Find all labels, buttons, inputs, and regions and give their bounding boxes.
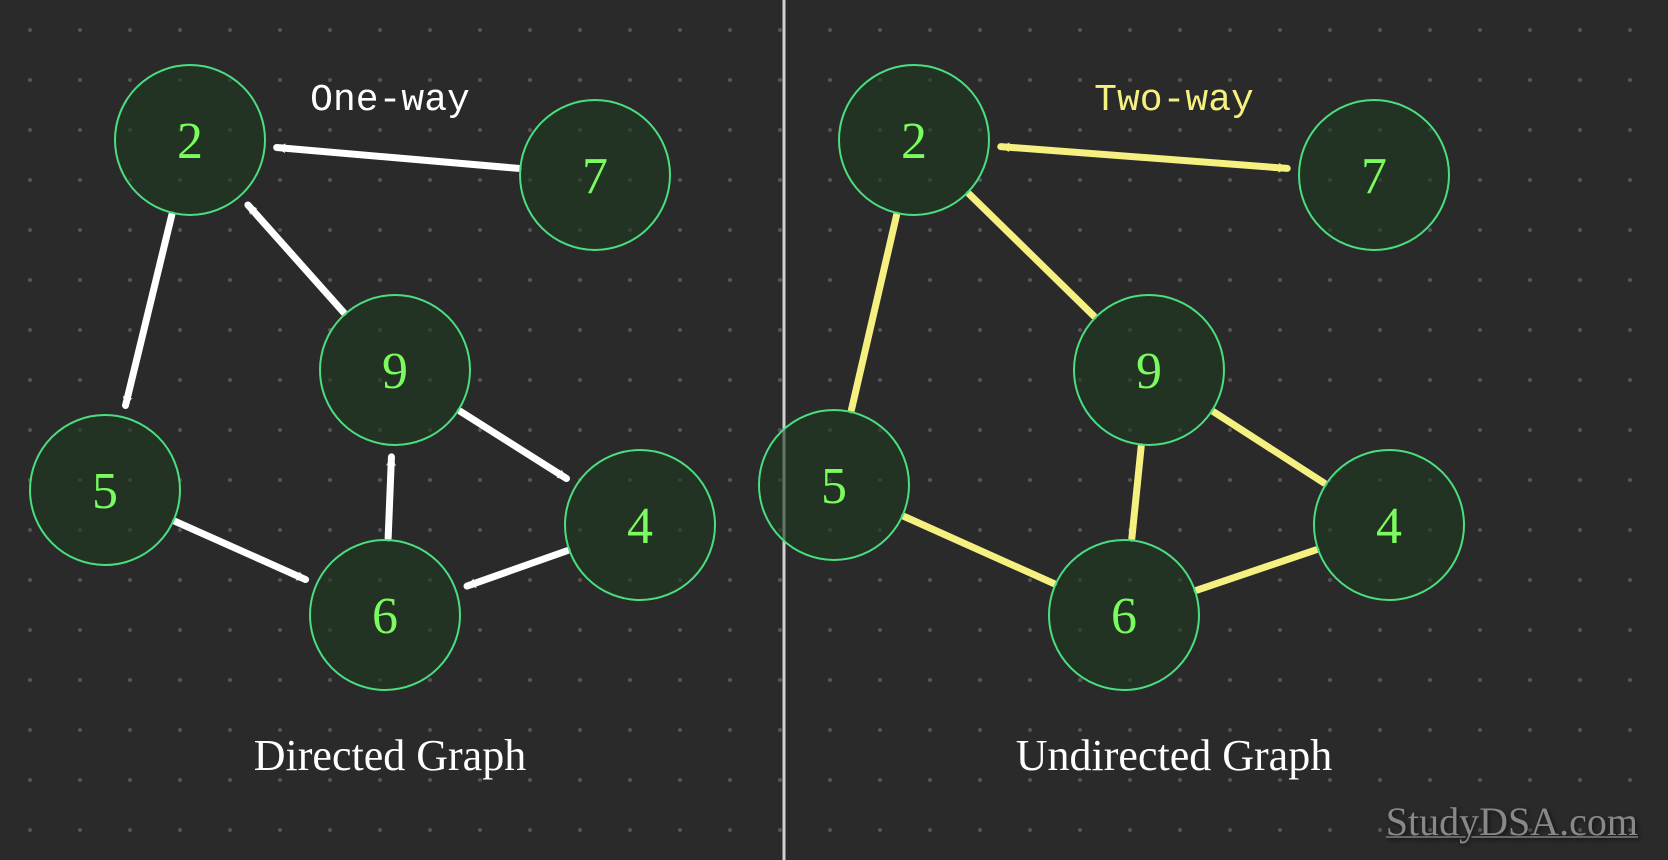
diagram-container: 2 7 9 5 4 6 One-way Directed Graph 2 7 9 5 4 6 Two-way… xyxy=(0,0,1668,860)
svg-text:4: 4 xyxy=(1376,498,1402,555)
diagram-svg: 2 7 9 5 4 6 One-way Directed Graph 2 7 9 5 4 6 Two-way… xyxy=(0,0,1668,860)
svg-text:7: 7 xyxy=(1361,148,1387,205)
svg-text:Undirected Graph: Undirected Graph xyxy=(1016,731,1332,780)
svg-text:9: 9 xyxy=(382,343,408,400)
svg-text:Directed Graph: Directed Graph xyxy=(254,731,526,780)
svg-text:7: 7 xyxy=(582,148,608,205)
svg-text:6: 6 xyxy=(1111,588,1137,645)
svg-text:2: 2 xyxy=(177,113,203,170)
svg-text:Two-way: Two-way xyxy=(1094,79,1254,122)
svg-text:2: 2 xyxy=(901,113,927,170)
svg-text:9: 9 xyxy=(1136,343,1162,400)
svg-text:5: 5 xyxy=(92,463,118,520)
svg-text:One-way: One-way xyxy=(310,79,470,122)
svg-text:5: 5 xyxy=(821,458,847,515)
watermark: StudyDSA.com xyxy=(1386,798,1638,845)
svg-text:4: 4 xyxy=(627,498,653,555)
svg-text:6: 6 xyxy=(372,588,398,645)
